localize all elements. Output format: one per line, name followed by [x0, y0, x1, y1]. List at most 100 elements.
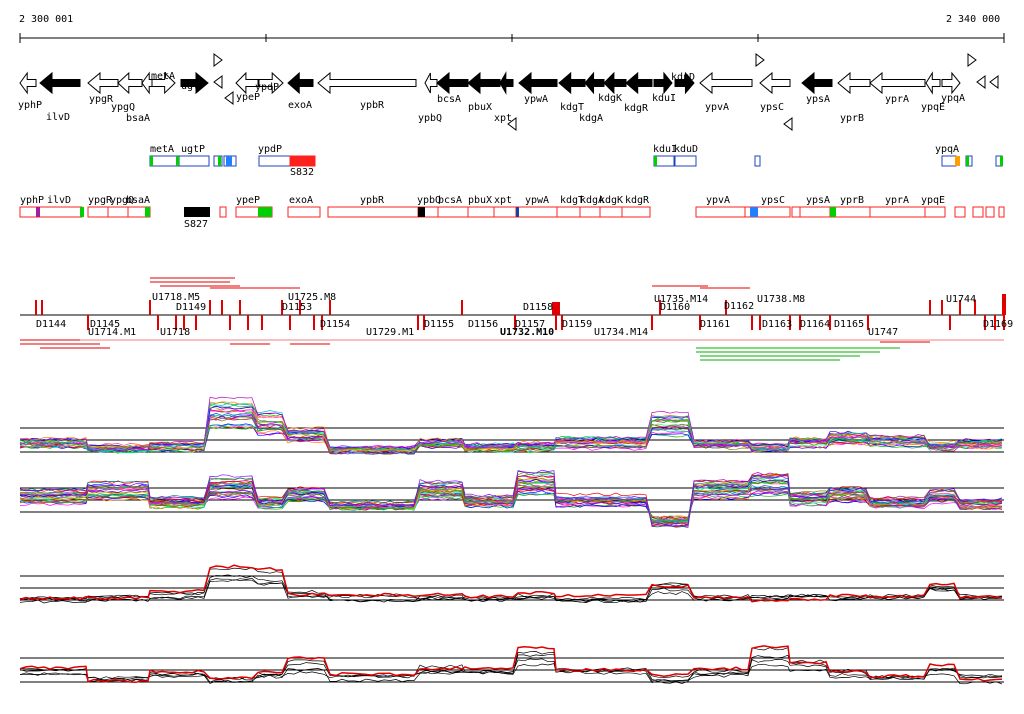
- gene-arrow: [467, 71, 501, 95]
- gene-label[interactable]: ypvA: [705, 102, 730, 113]
- operon-box: [556, 206, 581, 218]
- gene-label[interactable]: ypsC: [760, 102, 785, 113]
- segment-label[interactable]: D1159: [562, 319, 593, 330]
- operon-label[interactable]: kdgA: [580, 195, 605, 206]
- operon-label[interactable]: ypqE: [921, 195, 946, 206]
- segment-label[interactable]: D1162: [724, 301, 755, 312]
- operon-track: [19, 155, 1005, 218]
- operon-label[interactable]: ypeP: [236, 195, 261, 206]
- gene-label[interactable]: ypbQ: [418, 113, 443, 124]
- operon-label[interactable]: S832: [290, 167, 315, 178]
- operon-box: [287, 206, 321, 218]
- gene-label[interactable]: xpt: [494, 113, 513, 124]
- segment-label[interactable]: U1718: [160, 327, 191, 338]
- gene-label[interactable]: kdgR: [624, 103, 649, 114]
- operon-label[interactable]: ypgR: [88, 195, 113, 206]
- segment-label[interactable]: D1149: [176, 302, 207, 313]
- gene-arrow: [117, 71, 143, 95]
- segment-label[interactable]: U1714.M1: [88, 327, 137, 338]
- gene-label[interactable]: kduD: [671, 72, 696, 83]
- segment-label[interactable]: D1164: [800, 319, 831, 330]
- operon-label[interactable]: bcsA: [438, 195, 463, 206]
- segment-label[interactable]: D1155: [424, 319, 455, 330]
- segment-label[interactable]: U1735.M14: [654, 294, 709, 305]
- segment-label[interactable]: D1169: [983, 319, 1014, 330]
- segment-label[interactable]: D1144: [36, 319, 67, 330]
- segment-label[interactable]: D1165: [834, 319, 865, 330]
- operon-label[interactable]: ypbQ: [417, 195, 442, 206]
- segment-label[interactable]: D1158: [523, 302, 554, 313]
- operon-label[interactable]: ypbR: [360, 195, 385, 206]
- operon-label[interactable]: ypqA: [935, 144, 960, 155]
- segment-label[interactable]: D1160: [660, 302, 691, 313]
- segment-label[interactable]: D1153: [282, 302, 313, 313]
- operon-label[interactable]: kduI: [653, 144, 678, 155]
- gene-label[interactable]: ypqA: [941, 93, 966, 104]
- operon-label[interactable]: bsaA: [126, 195, 151, 206]
- operon-label[interactable]: ypsA: [806, 195, 831, 206]
- operon-label[interactable]: pbuX: [468, 195, 493, 206]
- gene-label[interactable]: yprB: [840, 113, 865, 124]
- operon-label[interactable]: kdgT: [560, 195, 585, 206]
- segment-label[interactable]: U1725.M8: [288, 292, 337, 303]
- operon-label[interactable]: ugtP: [181, 144, 206, 155]
- gene-label[interactable]: ypsA: [806, 94, 831, 105]
- operon-label[interactable]: yprB: [840, 195, 865, 206]
- operon-box: [695, 206, 746, 218]
- gene-label[interactable]: bcsA: [437, 94, 462, 105]
- gene-label[interactable]: bsaA: [126, 113, 151, 124]
- segment-label[interactable]: U1747: [868, 327, 899, 338]
- gene-label[interactable]: exoA: [288, 100, 313, 111]
- segment-label[interactable]: U1732.M10: [500, 327, 555, 338]
- operon-label[interactable]: xpt: [494, 195, 513, 206]
- operon-label[interactable]: ilvD: [47, 195, 72, 206]
- gene-arrow: [558, 71, 586, 95]
- operon-label[interactable]: yprA: [885, 195, 910, 206]
- gene-label[interactable]: yphP: [18, 100, 43, 111]
- gene-arrow: [436, 71, 469, 95]
- operon-label[interactable]: kdgR: [625, 195, 650, 206]
- segment-label[interactable]: D1145: [90, 319, 121, 330]
- gene-label[interactable]: ypqE: [921, 102, 946, 113]
- operon-label[interactable]: ypvA: [706, 195, 731, 206]
- operon-label[interactable]: ypwA: [525, 195, 550, 206]
- operon-label[interactable]: kduD: [674, 144, 699, 155]
- gene-label[interactable]: ypeP: [236, 92, 261, 103]
- operon-label[interactable]: ypdP: [258, 144, 283, 155]
- operon-box: [219, 206, 227, 218]
- operon-label[interactable]: exoA: [289, 195, 314, 206]
- gene-label[interactable]: ypbR: [360, 100, 385, 111]
- gene-label[interactable]: pbuX: [468, 102, 493, 113]
- segment-label[interactable]: D1157: [515, 319, 546, 330]
- operon-label[interactable]: S827: [184, 219, 209, 230]
- gene-label[interactable]: ypwA: [524, 94, 549, 105]
- gene-label[interactable]: kduI: [652, 93, 677, 104]
- gene-label[interactable]: ilvD: [46, 112, 71, 123]
- gene-label[interactable]: kdgA: [579, 113, 604, 124]
- gene-label[interactable]: ugtP: [181, 81, 206, 92]
- gene-label[interactable]: yprA: [885, 94, 910, 105]
- gene-label[interactable]: ypdP: [255, 82, 280, 93]
- segment-label[interactable]: U1718.M5: [152, 292, 201, 303]
- gene-arrow: [151, 71, 176, 95]
- gene-label[interactable]: ypgQ: [111, 102, 136, 113]
- operon-label[interactable]: ypgQ: [110, 195, 135, 206]
- gene-label[interactable]: metA: [151, 71, 176, 82]
- segment-label[interactable]: D1161: [700, 319, 731, 330]
- gene-label[interactable]: kdgK: [598, 93, 623, 104]
- segment-label[interactable]: U1734.M14: [594, 327, 649, 338]
- segment-label[interactable]: U1744: [946, 294, 977, 305]
- operon-label[interactable]: metA: [150, 144, 175, 155]
- segment-label[interactable]: D1163: [762, 319, 793, 330]
- gene-label[interactable]: ypgR: [89, 94, 114, 105]
- gene-arrow: [317, 71, 417, 95]
- operon-label[interactable]: ypsC: [761, 195, 786, 206]
- segment-label[interactable]: D1156: [468, 319, 499, 330]
- segment-label[interactable]: U1729.M1: [366, 327, 415, 338]
- gene-label[interactable]: kdgT: [560, 102, 585, 113]
- operon-label[interactable]: kdgK: [599, 195, 624, 206]
- segment-label[interactable]: U1738.M8: [757, 294, 806, 305]
- segment-label[interactable]: D1154: [320, 319, 351, 330]
- operon-label[interactable]: yphP: [20, 195, 45, 206]
- operon-box: [289, 155, 316, 167]
